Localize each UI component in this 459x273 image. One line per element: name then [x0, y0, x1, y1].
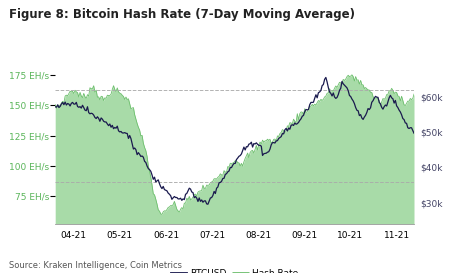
Text: Source: Kraken Intelligence, Coin Metrics: Source: Kraken Intelligence, Coin Metric… — [9, 261, 182, 270]
Legend: BTCUSD, Hash Rate: BTCUSD, Hash Rate — [167, 266, 302, 273]
Text: Figure 8: Bitcoin Hash Rate (7-Day Moving Average): Figure 8: Bitcoin Hash Rate (7-Day Movin… — [9, 8, 354, 21]
